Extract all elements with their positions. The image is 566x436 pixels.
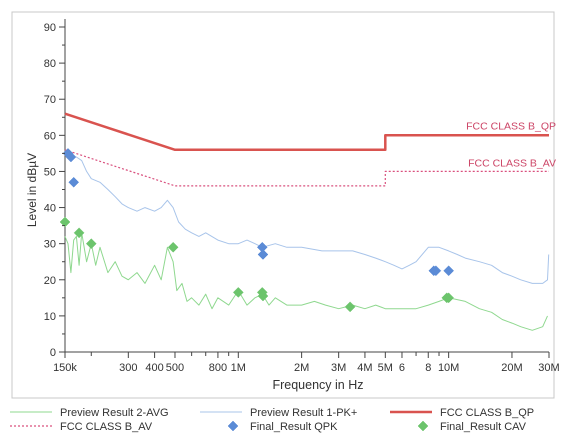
marker-final-qpk: [68, 176, 80, 188]
y-tick-label: 60: [44, 130, 56, 142]
marker-final-qpk: [430, 265, 442, 277]
marker-final-cav: [443, 292, 454, 304]
x-tick-label: 1M: [231, 362, 246, 374]
x-tick-label: 500: [166, 362, 184, 374]
plot-frame: [11, 11, 555, 399]
legend-label: Final_Result QPK: [250, 421, 338, 433]
x-tick-label: 5M: [378, 362, 393, 374]
y-tick-label: 70: [44, 94, 56, 106]
x-tick-label: 2M: [294, 362, 309, 374]
y-tick-label: 50: [44, 166, 56, 178]
marker-final-qpk: [65, 151, 77, 163]
legend-label: Preview Result 1-PK+: [250, 407, 357, 419]
marker-final-cav: [232, 287, 244, 298]
series-fcc-qp-limit: [64, 112, 549, 152]
x-tick-label: 20M: [501, 362, 522, 374]
legend-label: Final_Result CAV: [440, 421, 527, 433]
y-tick-label: 20: [44, 275, 56, 287]
fcc-qp-limit-label: FCC CLASS B_QP: [466, 120, 556, 132]
series-fcc-av-limit: [64, 149, 549, 187]
y-tick-label: 80: [44, 58, 56, 70]
series-layer: [59, 112, 550, 331]
x-tick-label: 8: [425, 362, 431, 374]
y-axis: 0 10 20 30 40 50 60 70 80 90: [44, 22, 65, 359]
marker-final-qpk: [257, 249, 269, 260]
marker-final-qpk: [443, 265, 454, 277]
x-tick-label: 400: [145, 362, 163, 374]
y-tick-label: 30: [44, 239, 56, 251]
legend: Preview Result 2-AVG Preview Result 1-PK+…: [10, 407, 534, 433]
fcc-av-limit-label: FCC CLASS B_AV: [468, 157, 556, 169]
legend-swatch: [417, 420, 429, 432]
marker-final-cav: [344, 301, 356, 313]
legend-swatch: [227, 420, 239, 432]
marker-final-cav: [73, 227, 85, 239]
x-tick-label: 150k: [53, 362, 77, 374]
marker-final-cav: [85, 238, 97, 250]
legend-label: FCC CLASS B_AV: [60, 421, 153, 433]
x-tick-label: 3M: [331, 362, 346, 374]
marker-final-cav: [257, 290, 269, 302]
legend-label: FCC CLASS B_QP: [440, 407, 534, 419]
x-tick-label: 300: [119, 362, 137, 374]
marker-final-cav: [59, 216, 71, 228]
x-tick-label: 4M: [357, 362, 372, 374]
y-tick-label: 40: [44, 203, 56, 215]
series-preview-pk: [64, 149, 550, 284]
marker-final-cav: [167, 241, 179, 253]
legend-label: Preview Result 2-AVG: [60, 407, 169, 419]
x-tick-label: 800: [209, 362, 227, 374]
limit-labels: FCC CLASS B_QP FCC CLASS B_AV: [466, 120, 556, 169]
y-tick-label: 10: [44, 311, 56, 323]
series-preview-avg: [64, 232, 548, 331]
x-tick-label: 6: [399, 362, 405, 374]
y-tick-label: 90: [44, 22, 56, 34]
y-axis-label: Level in dBµV: [25, 153, 39, 227]
x-axis: 150k 300 400 500 800 1M 2M 3M 4M 5M 6 8 10M 20M 30M: [53, 352, 560, 374]
y-tick-label: 0: [50, 347, 56, 359]
x-tick-label: 30M: [538, 362, 559, 374]
chart-border: [11, 11, 555, 399]
x-tick-label: 10M: [438, 362, 459, 374]
x-axis-label: Frequency in Hz: [272, 378, 363, 392]
